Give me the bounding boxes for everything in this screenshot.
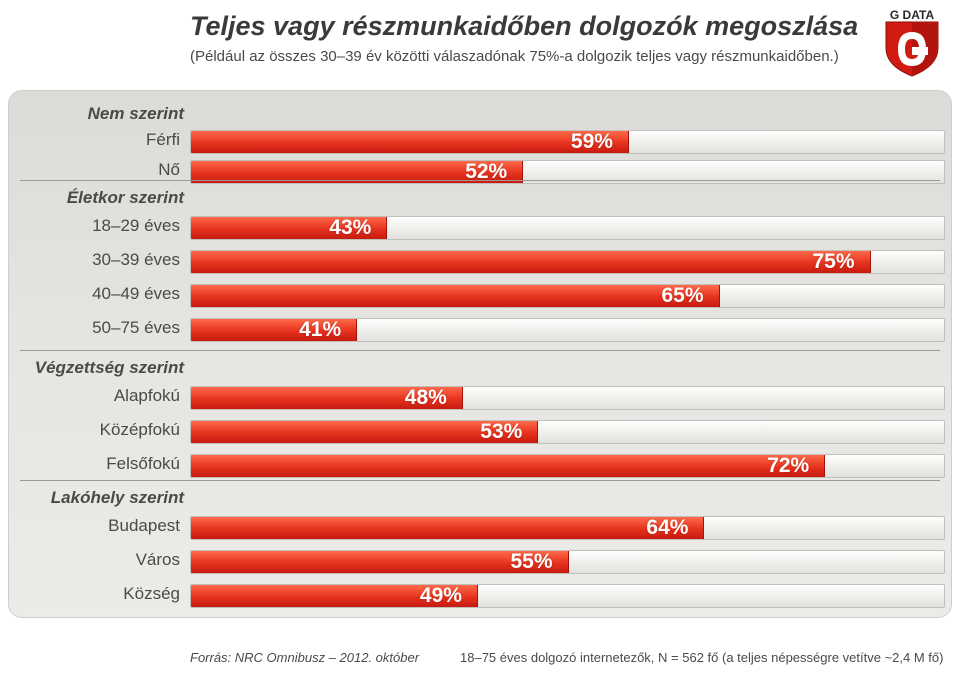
bar-label: Alapfokú [114, 386, 180, 406]
logo-text: G DATA [890, 8, 935, 22]
bar-value: 64% [646, 516, 688, 540]
x-axis-tick: 40% [325, 622, 357, 640]
chart-header: Teljes vagy részmunkaidőben dolgozók meg… [190, 10, 870, 65]
group-divider [20, 350, 940, 351]
group-heading: Lakóhely szerint [51, 488, 184, 508]
bar-label: 50–75 éves [92, 318, 180, 338]
bar-track: 65% [190, 284, 945, 308]
bar-label: Város [136, 550, 180, 570]
bar-value: 41% [299, 318, 341, 342]
bar-fill [191, 131, 629, 153]
footer-sample: 18–75 éves dolgozó internetezők, N = 562… [460, 650, 943, 665]
bar-track: 64% [190, 516, 945, 540]
gdata-logo: G DATA [876, 8, 948, 78]
chart-title: Teljes vagy részmunkaidőben dolgozók meg… [190, 10, 870, 42]
bar-fill [191, 517, 704, 539]
bar-value: 48% [405, 386, 447, 410]
bar-track: 53% [190, 420, 945, 444]
bar-track: 75% [190, 250, 945, 274]
group-divider [20, 180, 940, 181]
bar-track: 49% [190, 584, 945, 608]
bar-value: 55% [511, 550, 553, 574]
bar-value: 72% [767, 454, 809, 478]
bar-track: 55% [190, 550, 945, 574]
bar-value: 59% [571, 130, 613, 154]
group-heading: Életkor szerint [67, 188, 184, 208]
bar-label: Felsőfokú [106, 454, 180, 474]
bar-label: Község [123, 584, 180, 604]
y-axis-labels: Nem szerint Férfi Nő Életkor szerint 18–29 é… [0, 92, 190, 612]
bar-label: Középfokú [100, 420, 180, 440]
bar-fill [191, 455, 825, 477]
bar-value: 43% [329, 216, 371, 240]
bar-label: 40–49 éves [92, 284, 180, 304]
x-axis-tick: 50% [476, 622, 508, 640]
bar-track: 41% [190, 318, 945, 342]
chart-subtitle: (Például az összes 30–39 év közötti vála… [190, 48, 870, 65]
bar-track: 48% [190, 386, 945, 410]
bar-value: 53% [480, 420, 522, 444]
x-axis: 30%40%50%60%70%80% [190, 622, 945, 646]
bar-value: 65% [662, 284, 704, 308]
bar-label: 18–29 éves [92, 216, 180, 236]
bar-fill [191, 285, 720, 307]
group-divider [20, 480, 940, 481]
chart-container: Teljes vagy részmunkaidőben dolgozók meg… [0, 0, 960, 673]
x-axis-tick: 80% [929, 622, 960, 640]
bar-value: 75% [813, 250, 855, 274]
bar-value: 49% [420, 584, 462, 608]
bar-track: 43% [190, 216, 945, 240]
bar-track: 59% [190, 130, 945, 154]
bar-label: Nő [158, 160, 180, 180]
bar-fill [191, 251, 871, 273]
bar-label: 30–39 éves [92, 250, 180, 270]
bar-label: Budapest [108, 516, 180, 536]
x-axis-tick: 70% [778, 622, 810, 640]
footer-source: Forrás: NRC Omnibusz – 2012. október [190, 650, 419, 665]
group-heading: Végzettség szerint [35, 358, 184, 378]
bars-area: 59%52%43%75%65%41%48%53%72%64%55%49% [190, 92, 945, 612]
group-heading: Nem szerint [88, 104, 184, 124]
x-axis-tick: 60% [627, 622, 659, 640]
bar-track: 72% [190, 454, 945, 478]
bar-label: Férfi [146, 130, 180, 150]
x-axis-tick: 30% [174, 622, 206, 640]
